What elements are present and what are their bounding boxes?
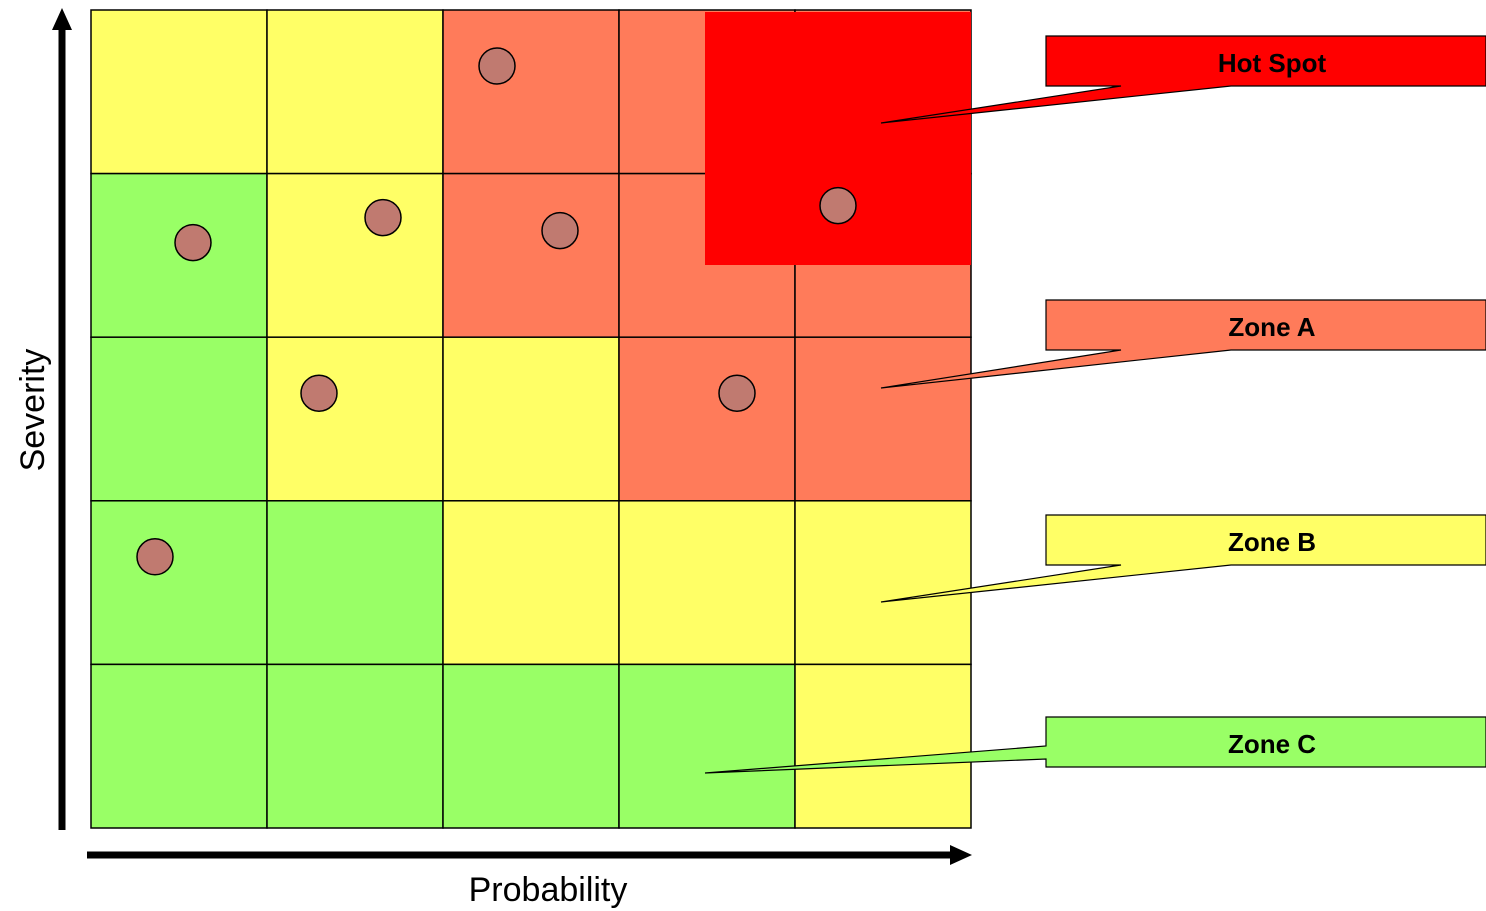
risk-point (300, 374, 338, 412)
risk-point (541, 211, 579, 250)
grid-cell-r1-c1 (90, 9, 268, 175)
risk-points (136, 47, 857, 576)
grid-cell-r4-c1 (90, 500, 268, 666)
grid-cell-r2-c1 (90, 172, 268, 338)
risk-point (364, 198, 402, 237)
grid-cell-r2-c3 (442, 172, 620, 338)
grid-cell-r5-c2 (266, 663, 444, 829)
hot-spot-callout: Hot Spot (880, 35, 1486, 124)
zone-b-callout: Zone B (880, 514, 1486, 603)
hot-spot-region (705, 12, 971, 265)
risk-point (718, 374, 756, 412)
grid-cell-r5-c4 (618, 663, 796, 829)
grid-cell-r3-c2 (266, 336, 444, 502)
probability-axis (87, 845, 972, 865)
grid-cell-r4-c2 (266, 500, 444, 666)
x-axis-label: Probability (469, 871, 628, 909)
grid-cell-r5-c1 (90, 663, 268, 829)
severity-axis (52, 8, 72, 830)
grid-cell-r5-c5 (794, 663, 972, 829)
hot-spot-callout-shape (880, 35, 1486, 124)
y-axis-label: Severity (14, 349, 52, 472)
grid-cell-r3-c3 (442, 336, 620, 502)
zone-a-callout-shape (880, 299, 1486, 389)
grid-cell-r4-c4 (618, 500, 796, 666)
risk-point (174, 223, 212, 262)
zone-a-callout: Zone A (880, 299, 1486, 389)
grid-cell-r3-c4 (618, 336, 796, 502)
grid-cell-r4-c3 (442, 500, 620, 666)
hot-spot-label: Hot Spot (1218, 48, 1327, 78)
zone-c-callout: Zone C (704, 716, 1486, 774)
zone-b-callout-shape (880, 514, 1486, 603)
zone-a-label: Zone A (1228, 312, 1315, 342)
zone-callouts: Hot Spot Zone A Zone B Zone C (704, 35, 1486, 774)
grid-cell-r4-c5 (794, 500, 972, 666)
grid-cell-r1-c2 (266, 9, 444, 175)
risk-point (819, 186, 857, 225)
grid-cell-r3-c5 (794, 336, 972, 502)
risk-point (136, 538, 174, 576)
zone-c-callout-shape (704, 716, 1486, 774)
grid-cell-r5-c3 (442, 663, 620, 829)
zone-b-label: Zone B (1228, 527, 1316, 557)
risk-point (478, 47, 516, 85)
zone-c-label: Zone C (1228, 729, 1316, 759)
risk-grid (90, 9, 972, 829)
grid-cell-r3-c1 (90, 336, 268, 502)
grid-cell-r2-c2 (266, 172, 444, 338)
grid-cell-r1-c3 (442, 9, 620, 175)
